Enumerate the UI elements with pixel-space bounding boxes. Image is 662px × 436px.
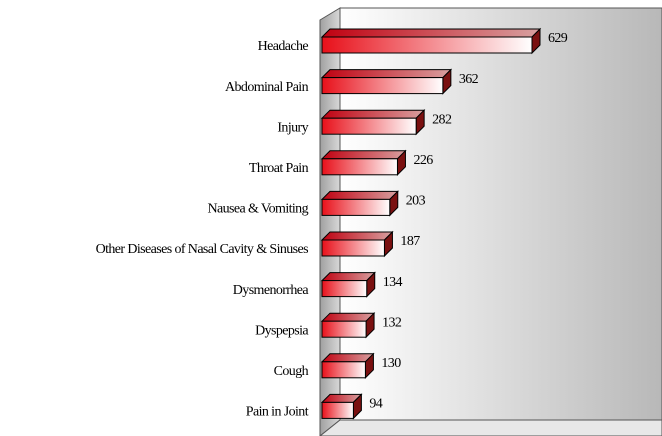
bar bbox=[321, 198, 391, 216]
category-label: Other Diseases of Nasal Cavity & Sinuses bbox=[96, 242, 309, 257]
value-label: 362 bbox=[459, 72, 479, 87]
bar-top bbox=[320, 353, 375, 363]
category-label: Injury bbox=[277, 120, 308, 135]
value-label: 132 bbox=[382, 315, 402, 330]
bar bbox=[321, 320, 367, 338]
bar-top bbox=[320, 69, 453, 79]
category-label: Headache bbox=[258, 39, 309, 54]
value-label: 226 bbox=[413, 153, 433, 168]
bar-top bbox=[320, 312, 376, 322]
bar-top bbox=[320, 109, 426, 119]
bar bbox=[321, 280, 368, 298]
bar bbox=[321, 239, 385, 257]
bar bbox=[321, 36, 533, 54]
value-label: 282 bbox=[432, 112, 452, 127]
category-label: Abdominal Pain bbox=[225, 80, 309, 95]
bar-top bbox=[320, 190, 399, 200]
floor bbox=[319, 419, 662, 436]
value-label: 187 bbox=[400, 234, 420, 249]
value-label: 134 bbox=[383, 275, 403, 290]
bar-top bbox=[320, 28, 542, 38]
bar-top bbox=[320, 272, 376, 282]
bar bbox=[321, 158, 398, 176]
value-label: 130 bbox=[381, 356, 401, 371]
category-label: Nausea & Vomiting bbox=[207, 202, 308, 217]
category-label: Pain in Joint bbox=[246, 405, 309, 420]
value-label: 94 bbox=[369, 397, 382, 412]
bar bbox=[321, 117, 417, 135]
bar bbox=[321, 361, 366, 379]
bars: Headache 629 Abdominal Pain 362 Injury 282 Thr… bbox=[96, 27, 568, 420]
category-label: Throat Pain bbox=[249, 161, 309, 176]
bar-top bbox=[320, 150, 407, 160]
bar bbox=[321, 401, 354, 419]
value-label: 629 bbox=[548, 31, 568, 46]
value-label: 203 bbox=[406, 194, 426, 209]
category-label: Dyspepsia bbox=[255, 323, 309, 338]
category-label: Dysmenorrhea bbox=[233, 283, 310, 298]
bar bbox=[321, 77, 444, 95]
bar-top bbox=[320, 231, 394, 241]
category-label: Cough bbox=[274, 364, 309, 379]
